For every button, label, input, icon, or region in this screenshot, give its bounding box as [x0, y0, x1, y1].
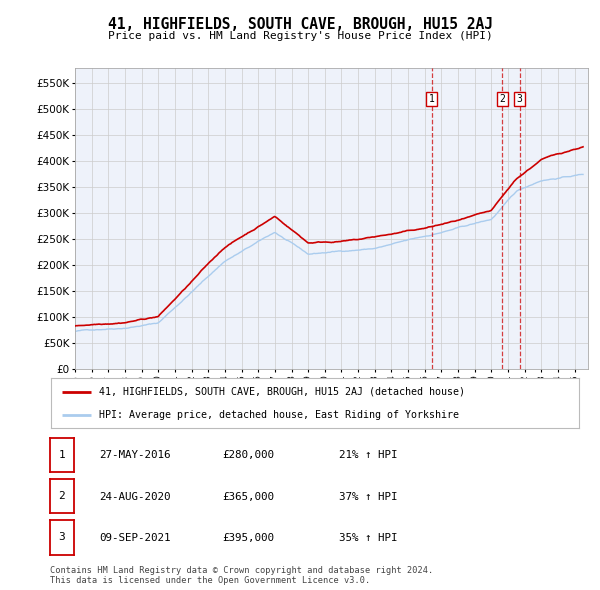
Text: Contains HM Land Registry data © Crown copyright and database right 2024.
This d: Contains HM Land Registry data © Crown c…	[50, 566, 433, 585]
Text: 37% ↑ HPI: 37% ↑ HPI	[339, 492, 397, 502]
Text: 2: 2	[58, 491, 65, 501]
Text: £395,000: £395,000	[222, 533, 274, 543]
Text: HPI: Average price, detached house, East Riding of Yorkshire: HPI: Average price, detached house, East…	[98, 410, 458, 420]
Text: 1: 1	[58, 450, 65, 460]
Text: 2: 2	[499, 94, 505, 104]
Text: 41, HIGHFIELDS, SOUTH CAVE, BROUGH, HU15 2AJ (detached house): 41, HIGHFIELDS, SOUTH CAVE, BROUGH, HU15…	[98, 386, 464, 396]
Text: 41, HIGHFIELDS, SOUTH CAVE, BROUGH, HU15 2AJ: 41, HIGHFIELDS, SOUTH CAVE, BROUGH, HU15…	[107, 17, 493, 31]
Text: 24-AUG-2020: 24-AUG-2020	[99, 492, 170, 502]
Text: 21% ↑ HPI: 21% ↑ HPI	[339, 451, 397, 460]
Text: Price paid vs. HM Land Registry's House Price Index (HPI): Price paid vs. HM Land Registry's House …	[107, 31, 493, 41]
Text: 09-SEP-2021: 09-SEP-2021	[99, 533, 170, 543]
Text: 1: 1	[428, 94, 434, 104]
Text: 3: 3	[58, 533, 65, 542]
Text: £365,000: £365,000	[222, 492, 274, 502]
Text: 3: 3	[517, 94, 523, 104]
Text: 27-MAY-2016: 27-MAY-2016	[99, 451, 170, 460]
Text: £280,000: £280,000	[222, 451, 274, 460]
Text: 35% ↑ HPI: 35% ↑ HPI	[339, 533, 397, 543]
